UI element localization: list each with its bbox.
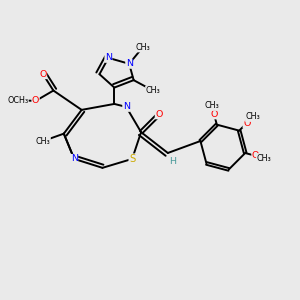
Text: CH₃: CH₃ xyxy=(245,112,260,122)
Text: CH₃: CH₃ xyxy=(36,136,50,146)
Text: CH₃: CH₃ xyxy=(135,43,150,52)
Text: N: N xyxy=(126,59,133,68)
Text: N: N xyxy=(123,102,130,111)
Text: OCH₃: OCH₃ xyxy=(7,96,28,105)
Text: O: O xyxy=(210,110,218,119)
Text: O: O xyxy=(32,97,39,106)
Text: N: N xyxy=(105,53,112,62)
Text: H: H xyxy=(169,157,176,166)
Text: S: S xyxy=(129,154,135,164)
Text: CH₃: CH₃ xyxy=(204,101,219,110)
Text: N: N xyxy=(71,154,78,164)
Text: O: O xyxy=(155,110,163,119)
Text: CH₃: CH₃ xyxy=(256,154,271,163)
Text: O: O xyxy=(39,70,47,79)
Text: O: O xyxy=(252,151,259,160)
Text: O: O xyxy=(243,118,250,127)
Text: CH₃: CH₃ xyxy=(146,86,160,95)
